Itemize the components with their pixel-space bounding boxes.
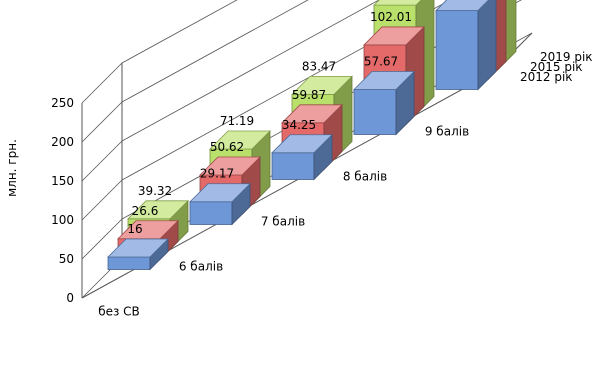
bar — [271, 152, 315, 180]
bar-top — [373, 0, 422, 6]
gridline — [121, 0, 238, 64]
series-label: 2019 рік — [540, 50, 593, 64]
bar — [189, 201, 233, 225]
bar-top — [189, 183, 251, 203]
gridline — [121, 0, 451, 181]
x-tick-label: 6 балів — [179, 260, 223, 274]
series-label: 2015 рік — [530, 60, 583, 74]
data-label: 29.17 — [200, 167, 234, 181]
data-label: 83.47 — [302, 59, 336, 73]
gridline-side — [81, 140, 123, 182]
y-axis-label: млн. грн. — [5, 139, 19, 197]
gridline-side — [81, 179, 123, 221]
y-tick-label: 250 — [51, 96, 74, 110]
y-tick-label: 150 — [51, 174, 74, 188]
gridline-side — [81, 62, 123, 104]
bar-top — [363, 26, 425, 46]
y-tick-label: 0 — [66, 291, 74, 305]
bar — [435, 10, 479, 90]
y-tick-label: 200 — [51, 135, 74, 149]
x-tick-label: 8 балів — [343, 170, 387, 184]
bar-side — [477, 0, 497, 91]
data-label: 50.62 — [210, 140, 244, 154]
bar — [353, 89, 397, 135]
y-tick-label: 100 — [51, 213, 74, 227]
gridline — [121, 0, 380, 142]
gridline-side — [81, 101, 123, 143]
data-label: 57.67 — [364, 55, 398, 69]
data-label: 39.32 — [138, 184, 172, 198]
x-tick-label: без СВ — [98, 305, 140, 319]
x-tick-label: 7 балів — [261, 215, 305, 229]
bars — [107, 0, 517, 271]
data-label: 16 — [127, 222, 142, 236]
bar-top — [281, 104, 343, 124]
series-label: 2012 рік — [520, 70, 573, 84]
bar-top — [107, 238, 169, 258]
y-tick-label: 50 — [59, 252, 74, 266]
data-label: 59.87 — [292, 88, 326, 102]
data-label: 26.6 — [132, 204, 159, 218]
bar-top — [209, 130, 271, 150]
bar-top — [353, 71, 415, 90]
bar — [107, 256, 151, 270]
bar-top — [291, 75, 353, 95]
axes: 0 50 100 150 200 250 без СВ 6 балів 7 балів 8 бал… — [51, 32, 593, 319]
data-label: 34.25 — [282, 118, 316, 132]
labels: 39.3271.1983.47140.22245.5626.650.6259.8… — [127, 10, 412, 236]
gridline — [121, 0, 309, 103]
data-label: 102.01 — [370, 10, 412, 24]
data-label: 71.19 — [220, 114, 254, 128]
x-tick-label: 9 балів — [425, 125, 469, 139]
bar-top — [199, 156, 261, 176]
bar-top — [271, 134, 333, 154]
bar-top — [127, 200, 189, 220]
bar-top — [435, 0, 490, 11]
gridline-side — [81, 218, 123, 260]
